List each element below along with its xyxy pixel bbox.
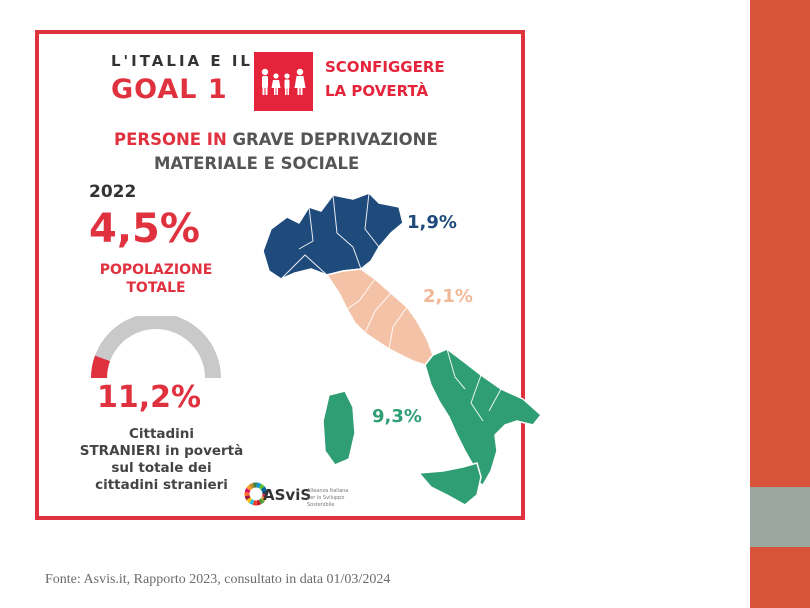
source-caption: Fonte: Asvis.it, Rapporto 2023, consulta…	[45, 572, 391, 587]
wheel-segment	[258, 483, 265, 490]
map-sardinia	[322, 390, 356, 466]
family-icon	[261, 68, 306, 95]
wheel-segment	[258, 498, 265, 505]
wheel-segment	[244, 487, 251, 493]
subtitle-rest: GRAVE DEPRIVAZIONE	[232, 130, 438, 149]
header-line1: L'ITALIA E IL	[111, 52, 253, 70]
wheel-segment	[249, 482, 255, 489]
map-label-north: 1,9%	[407, 212, 457, 233]
wheel-segment	[256, 482, 262, 489]
asvis-logo-sub1: Alleanza Italiana	[307, 488, 349, 494]
asvis-logo-sub2: per lo Sviluppo	[307, 495, 345, 501]
map-center	[326, 268, 434, 366]
wheel-segment	[249, 499, 255, 506]
wheel-segment	[244, 495, 251, 501]
gauge-fill	[91, 355, 111, 379]
goal1-badge	[254, 52, 313, 111]
stat-year: 2022	[89, 182, 137, 202]
wheel-segment	[260, 486, 267, 492]
asvis-logo-sub3: Sostenibile	[307, 502, 335, 508]
wheel-segment	[262, 493, 268, 499]
map-sicily	[418, 462, 482, 506]
stat-total-label1: POPOLAZIONE	[99, 262, 213, 278]
italy-map	[262, 192, 542, 506]
map-north	[262, 192, 404, 280]
wheel-segment	[246, 484, 253, 491]
wheel-segment	[262, 489, 268, 495]
stat-total-label2: TOTALE	[126, 280, 186, 296]
stat-total-value: 4,5%	[89, 206, 200, 252]
goal-title-line1: SCONFIGGERE	[325, 58, 445, 76]
stat-foreigners-label3: sul totale dei	[111, 460, 212, 476]
goal-title-line2: LA POVERTÀ	[325, 82, 429, 100]
stat-foreigners-label4: cittadini stranieri	[95, 477, 228, 493]
side-bar-accent	[750, 487, 810, 547]
wheel-segment	[246, 497, 253, 504]
header-goal-title: GOAL 1	[111, 74, 228, 105]
subtitle-line1: PERSONE IN GRAVE DEPRIVAZIONE	[114, 130, 438, 149]
asvis-logo-text: ASviS	[263, 486, 312, 504]
map-label-center: 2,1%	[423, 286, 473, 307]
subtitle-line2: MATERIALE E SOCIALE	[154, 154, 360, 173]
stat-foreigners-value: 11,2%	[97, 380, 202, 415]
gauge	[91, 316, 221, 379]
gauge-track	[91, 316, 221, 379]
asvis-wheel-icon	[244, 482, 268, 506]
wheel-segment	[256, 499, 262, 506]
map-label-south: 9,3%	[372, 406, 422, 427]
stat-foreigners-label2: STRANIERI in povertà	[79, 443, 244, 459]
map-south	[424, 348, 542, 486]
wheel-segment	[260, 496, 267, 502]
stat-foreigners-label1: Cittadini	[128, 426, 195, 442]
infographic-card: L'ITALIA E IL GOAL 1 SCONFIGGERE LA POVE…	[35, 30, 542, 520]
subtitle-highlight: PERSONE IN	[114, 130, 233, 149]
